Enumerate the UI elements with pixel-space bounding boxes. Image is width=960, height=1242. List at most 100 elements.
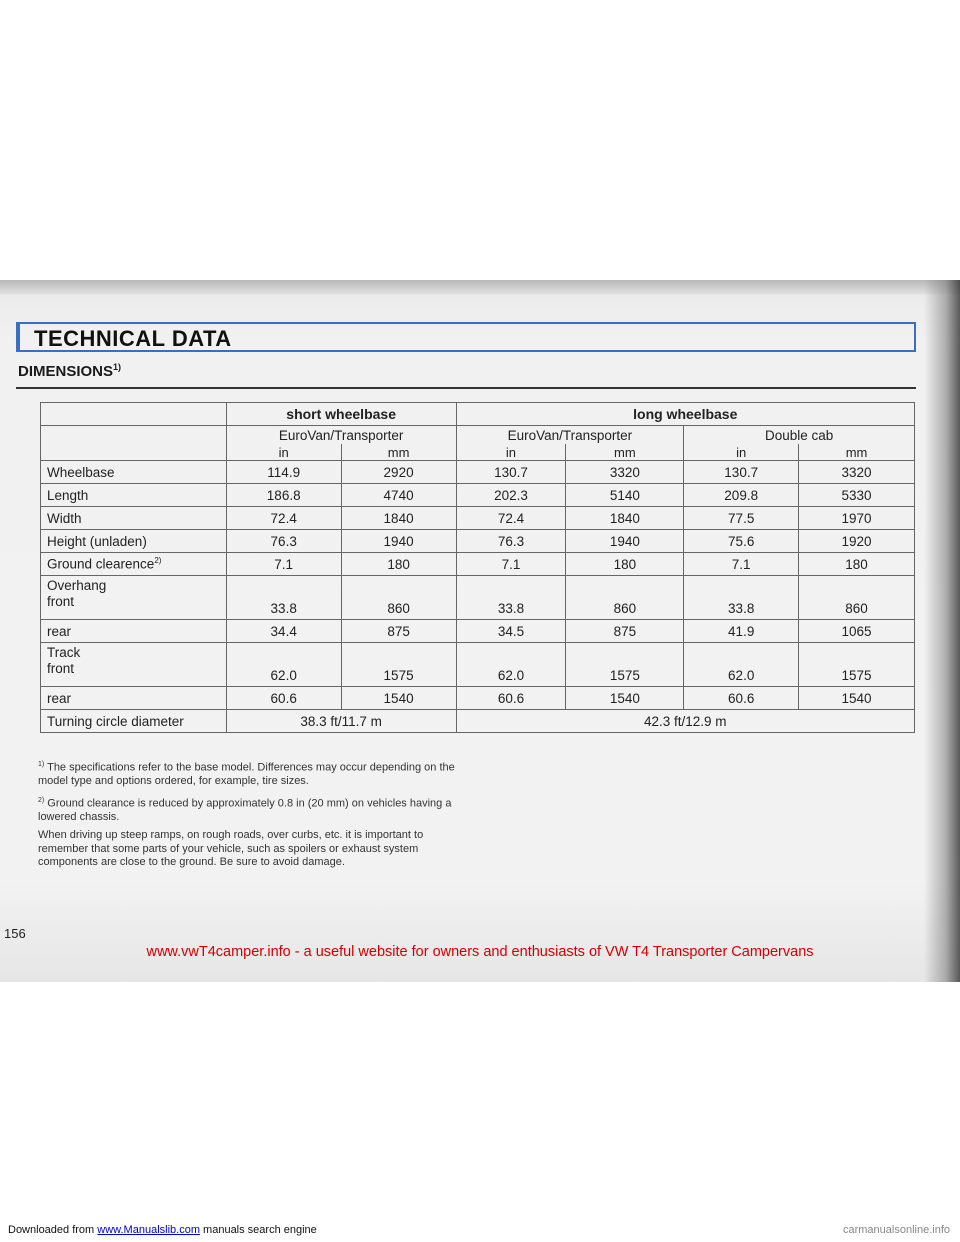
unit-mm: mm <box>798 444 915 461</box>
section-heading: DIMENSIONS1) <box>18 362 121 380</box>
blank-cell <box>40 425 227 444</box>
value-cell: 1920 <box>798 529 915 553</box>
footnote-mark: 2) <box>154 556 162 566</box>
table-row: Wheelbase 114.9 2920 130.7 3320 130.7 33… <box>40 460 915 484</box>
row-label: Track front <box>40 642 227 687</box>
value-cell: 1840 <box>340 506 457 530</box>
warning-note: When driving up steep ramps, on rough ro… <box>38 829 424 869</box>
value-cell: 180 <box>798 552 915 576</box>
value-cell: 1540 <box>798 686 915 710</box>
table-row: Track front 62.0 1575 62.0 1575 62.0 1575 <box>40 642 915 687</box>
heading-rule <box>16 387 916 389</box>
value-cell: 76.3 <box>455 529 567 553</box>
footnote-2: 2) Ground clearance is reduced by approx… <box>38 794 458 825</box>
table-row: Length 186.8 4740 202.3 5140 209.8 5330 <box>40 483 915 507</box>
footnote-mark: 1) <box>38 761 45 768</box>
value-cell: 875 <box>565 619 685 643</box>
table-row: Height (unladen) 76.3 1940 76.3 1940 75.… <box>40 529 915 553</box>
value-cell: 1540 <box>340 686 457 710</box>
manualslib-link[interactable]: www.Manualslib.com <box>97 1224 200 1236</box>
row-sublabel: front <box>47 661 75 676</box>
unit-in: in <box>455 444 567 461</box>
value-cell: 7.1 <box>683 552 800 576</box>
page-title: TECHNICAL DATA <box>34 326 232 351</box>
value-cell: 34.4 <box>225 619 342 643</box>
value-cell: 130.7 <box>455 460 567 484</box>
value-cell: 180 <box>565 552 685 576</box>
footnote-1: 1) The specifications refer to the base … <box>38 758 458 789</box>
value-cell: 60.6 <box>455 686 567 710</box>
value-cell: 1940 <box>340 529 457 553</box>
value-cell: 3320 <box>798 460 915 484</box>
footnotes: 1) The specifications refer to the base … <box>38 758 458 875</box>
row-label-text: Overhang <box>47 578 107 593</box>
value-cell: 3320 <box>565 460 685 484</box>
unit-in: in <box>225 444 342 461</box>
unit-in: in <box>683 444 800 461</box>
value-cell: 2920 <box>340 460 457 484</box>
section-heading-note: 1) <box>113 362 122 372</box>
value-cell: 62.0 <box>683 642 800 687</box>
value-cell: 860 <box>340 575 457 620</box>
value-cell: 33.8 <box>225 575 342 620</box>
title-box: TECHNICAL DATA <box>16 322 916 352</box>
value-cell: 72.4 <box>455 506 567 530</box>
value-cell: 62.0 <box>225 642 342 687</box>
value-cell: 1540 <box>565 686 685 710</box>
dimensions-table: short wheelbase long wheelbase EuroVan/T… <box>40 402 916 733</box>
row-label: Wheelbase <box>40 460 227 484</box>
corner-cell <box>40 402 227 426</box>
value-cell: 860 <box>798 575 915 620</box>
table-row: Ground clearence2) 7.1 180 7.1 180 7.1 1… <box>40 552 915 576</box>
row-sublabel: front <box>47 594 75 609</box>
table-row: rear 60.6 1540 60.6 1540 60.6 1540 <box>40 686 915 710</box>
col-euro-long: EuroVan/Transporter <box>455 425 685 444</box>
group-short-wheelbase: short wheelbase <box>225 402 457 426</box>
value-cell: 860 <box>565 575 685 620</box>
value-cell: 875 <box>340 619 457 643</box>
value-cell: 130.7 <box>683 460 800 484</box>
page-number: 156 <box>4 926 26 941</box>
value-cell: 75.6 <box>683 529 800 553</box>
table-row: Width 72.4 1840 72.4 1840 77.5 1970 <box>40 506 915 530</box>
col-euro-short: EuroVan/Transporter <box>225 425 457 444</box>
value-cell: 186.8 <box>225 483 342 507</box>
value-cell: 41.9 <box>683 619 800 643</box>
table-row: Overhang front 33.8 860 33.8 860 33.8 860 <box>40 575 915 620</box>
value-cell: 60.6 <box>225 686 342 710</box>
row-label: Ground clearence2) <box>40 552 227 576</box>
value-cell: 72.4 <box>225 506 342 530</box>
row-label-text: Ground clearence <box>47 556 155 572</box>
value-cell: 5330 <box>798 483 915 507</box>
footer-watermark: carmanualsonline.info <box>842 1224 950 1236</box>
header-prefix: Downloaded from <box>8 1224 95 1236</box>
value-cell: 4740 <box>340 483 457 507</box>
value-cell: 60.6 <box>683 686 800 710</box>
header-suffix: manuals search engine <box>203 1224 317 1236</box>
col-double-cab: Double cab <box>683 425 915 444</box>
value-cell: 1970 <box>798 506 915 530</box>
value-cell: 180 <box>340 552 457 576</box>
value-cell: 1575 <box>565 642 685 687</box>
value-cell: 1840 <box>565 506 685 530</box>
footnote-text: The specifications refer to the base mod… <box>38 761 455 788</box>
value-cell: 42.3 ft/12.9 m <box>455 709 916 733</box>
download-header: Downloaded from www.Manualslib.com manua… <box>8 1224 928 1236</box>
row-label: Overhang front <box>40 575 227 620</box>
table-row: Turning circle diameter 38.3 ft/11.7 m 4… <box>40 709 916 733</box>
row-label: rear <box>40 619 227 643</box>
row-label: Height (unladen) <box>40 529 227 553</box>
value-cell: 1575 <box>340 642 457 687</box>
value-cell: 202.3 <box>455 483 567 507</box>
row-label-text: Track <box>47 645 81 660</box>
value-cell: 1940 <box>565 529 685 553</box>
value-cell: 77.5 <box>683 506 800 530</box>
unit-mm: mm <box>565 444 685 461</box>
value-cell: 76.3 <box>225 529 342 553</box>
value-cell: 33.8 <box>683 575 800 620</box>
page-right-shadow <box>924 280 960 982</box>
value-cell: 34.5 <box>455 619 567 643</box>
section-heading-text: DIMENSIONS <box>18 363 114 380</box>
row-label: Turning circle diameter <box>40 709 227 733</box>
footnote-mark: 2) <box>38 796 45 804</box>
